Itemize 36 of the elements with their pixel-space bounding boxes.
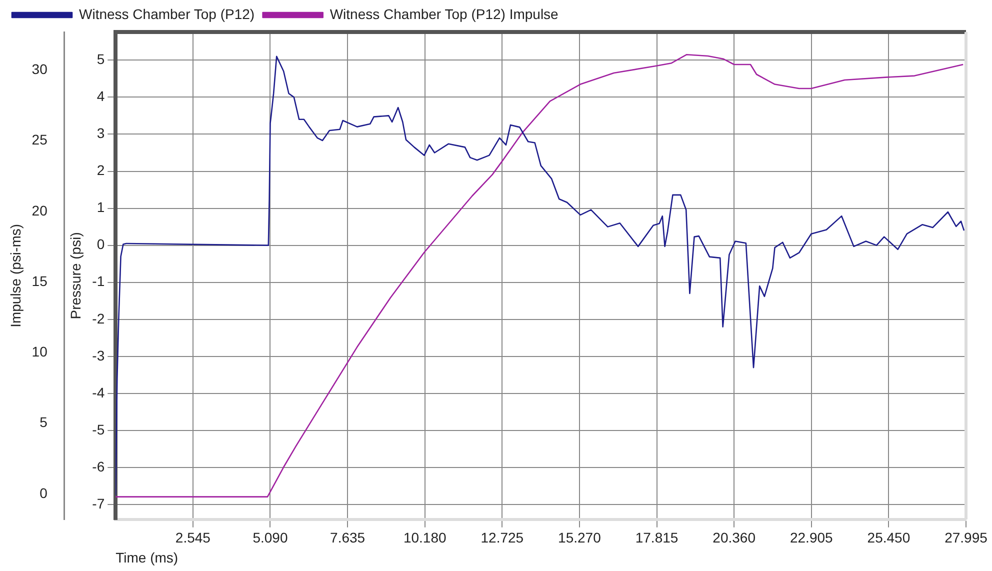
- y-tick-label: 1: [96, 199, 105, 216]
- y2-tick-label: 30: [32, 61, 48, 78]
- x-tick-label: 27.995: [944, 530, 988, 546]
- x-tick-label: 12.725: [480, 530, 524, 546]
- y2-tick-label: 25: [32, 132, 48, 148]
- x-tick-label: 15.270: [558, 530, 602, 546]
- y2-tick-label: 5: [40, 414, 48, 430]
- y-tick-label: 3: [96, 125, 105, 142]
- x-axis-title: Time (ms): [116, 549, 178, 566]
- y-tick-label: 2: [96, 162, 105, 178]
- y-tick-label: 5: [96, 51, 105, 68]
- y-tick-label: 4: [96, 88, 105, 104]
- y2-tick-label: 15: [32, 272, 48, 289]
- y-tick-label: -2: [92, 310, 105, 326]
- x-tick-label: 2.545: [175, 530, 211, 546]
- y-axis-title: Pressure (psi): [68, 232, 84, 320]
- y-tick-label: 0: [96, 236, 105, 252]
- y2-tick-label: 20: [32, 202, 48, 218]
- x-tick-label: 20.360: [712, 530, 756, 546]
- y-tick-label: -1: [92, 273, 105, 290]
- y-tick-label: -7: [92, 495, 105, 512]
- x-tick-label: 5.090: [252, 530, 288, 546]
- x-tick-label: 25.450: [867, 530, 910, 546]
- y-tick-label: -5: [92, 421, 105, 438]
- y2-tick-label: 0: [40, 484, 48, 501]
- y2-tick-label: 10: [32, 344, 48, 360]
- y-tick-label: -6: [92, 458, 105, 474]
- x-tick-label: 10.180: [403, 530, 446, 546]
- x-tick-label: 22.905: [790, 530, 834, 546]
- y-tick-label: -3: [92, 347, 105, 364]
- x-tick-label: 7.635: [330, 530, 366, 546]
- y2-axis-title: Impulse (psi-ms): [7, 224, 24, 328]
- x-tick-label: 17.815: [635, 530, 678, 546]
- y-tick-label: -4: [92, 384, 105, 400]
- legend-label: Witness Chamber Top (P12): [79, 6, 255, 22]
- legend-label: Witness Chamber Top (P12) Impulse: [330, 6, 559, 22]
